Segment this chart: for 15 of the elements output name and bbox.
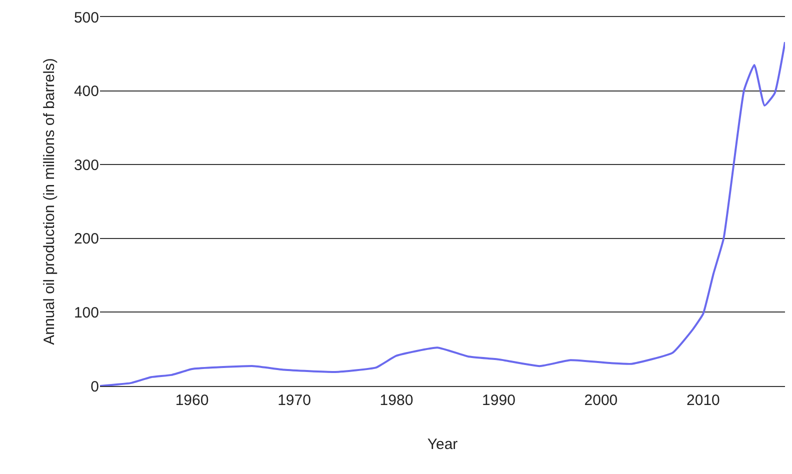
line-series (100, 41, 785, 386)
y-tick-label: 300 (74, 156, 99, 174)
y-tick-label: 100 (74, 304, 99, 322)
x-tick-label: 2010 (686, 392, 720, 409)
x-tick-label: 2000 (584, 392, 618, 409)
x-tick-label: 1990 (482, 392, 516, 409)
x-axis-title: Year (427, 436, 458, 453)
y-axis-title: Annual oil production (in millions of barrels) (41, 58, 58, 345)
x-tick-label: 1960 (175, 392, 209, 409)
y-tick-label: 0 (90, 378, 99, 396)
y-tick-label: 200 (74, 230, 99, 248)
x-tick-label: 1980 (380, 392, 414, 409)
y-tick-label: 500 (74, 9, 99, 26)
x-tick-label: 1970 (278, 392, 311, 409)
y-tick-label: 400 (74, 83, 99, 100)
